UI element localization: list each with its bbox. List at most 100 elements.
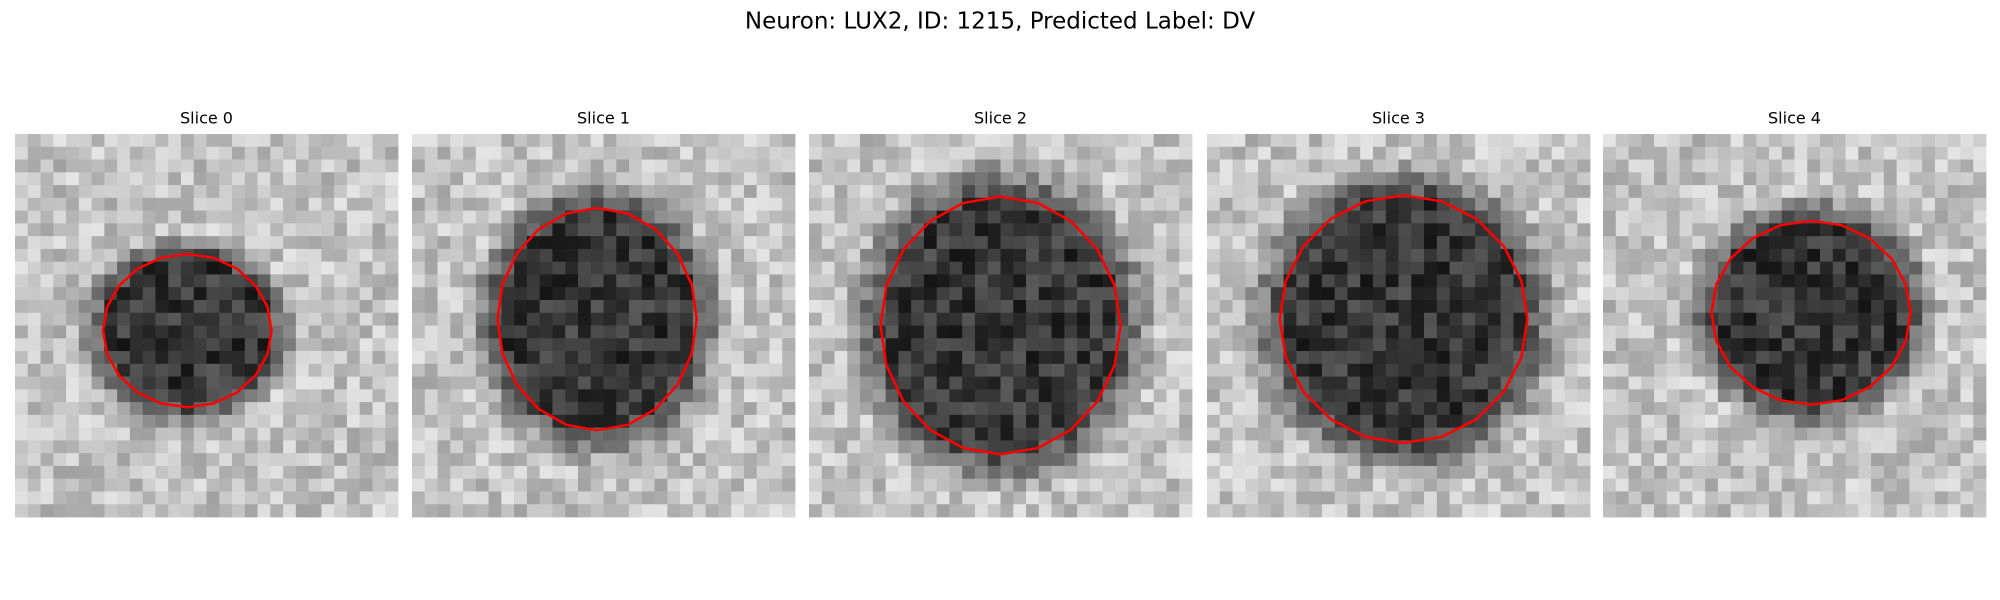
pixel (142, 159, 156, 173)
pixel (1513, 491, 1527, 505)
pixel (27, 491, 41, 505)
pixel (577, 389, 592, 403)
pixel (1232, 223, 1246, 237)
pixel (756, 146, 770, 160)
pixel (257, 261, 271, 275)
pixel (15, 465, 29, 480)
pixel (1153, 261, 1167, 275)
pixel (1296, 402, 1310, 416)
pixel (1475, 338, 1489, 352)
pixel (1475, 414, 1489, 429)
pixel (219, 210, 233, 224)
pixel (129, 491, 144, 505)
pixel (539, 491, 553, 505)
pixel (475, 465, 489, 480)
pixel (1398, 376, 1412, 390)
pixel (244, 185, 258, 199)
pixel (1896, 185, 1910, 199)
pixel (885, 453, 899, 467)
pixel (1666, 312, 1680, 326)
pixel (1000, 465, 1014, 480)
pixel (1064, 236, 1078, 250)
pixel (1526, 261, 1540, 275)
pixel (1883, 210, 1898, 224)
pixel (232, 325, 246, 339)
pixel (987, 402, 1001, 416)
pixel (565, 274, 579, 288)
pixel (437, 427, 451, 441)
pixel (501, 287, 515, 301)
pixel (1026, 223, 1040, 237)
pixel (1207, 146, 1221, 160)
pixel (616, 287, 630, 301)
pixel (1140, 402, 1155, 416)
pixel (705, 376, 719, 390)
pixel (372, 389, 386, 403)
pixel (1641, 146, 1655, 160)
pixel (821, 134, 835, 148)
pixel (629, 261, 643, 275)
pixel (1372, 134, 1387, 148)
pixel (1115, 172, 1129, 186)
pixel (1013, 261, 1027, 275)
pixel (1232, 172, 1246, 186)
pixel (1013, 146, 1027, 160)
pixel (1883, 185, 1898, 199)
pixel (1424, 146, 1438, 160)
pixel (257, 414, 271, 429)
pixel (1283, 491, 1297, 505)
pixel (1153, 453, 1167, 467)
pixel (1128, 427, 1142, 441)
pixel (1038, 159, 1052, 173)
pixel (295, 325, 310, 339)
pixel (295, 248, 310, 263)
pixel (104, 491, 118, 505)
pixel (1077, 312, 1091, 326)
pixel (539, 312, 553, 326)
pixel (872, 376, 886, 390)
pixel (1372, 172, 1387, 186)
pixel (1089, 504, 1104, 518)
pixel (1628, 172, 1642, 186)
pixel (769, 427, 783, 441)
pixel (1883, 134, 1898, 148)
pixel (809, 159, 823, 173)
pixel (1077, 376, 1091, 390)
pixel (1102, 210, 1116, 224)
pixel (1551, 427, 1565, 441)
pixel (1654, 159, 1668, 173)
pixel (1347, 491, 1361, 505)
pixel (1038, 274, 1052, 288)
pixel (321, 236, 335, 250)
pixel (295, 453, 310, 467)
pixel (27, 287, 41, 301)
pixel (821, 299, 835, 314)
pixel (270, 210, 284, 224)
pixel (475, 414, 489, 429)
pixel (692, 440, 707, 454)
pixel (412, 261, 426, 275)
pixel (1858, 427, 1872, 441)
pixel (872, 197, 886, 211)
pixel (1807, 146, 1821, 160)
pixel (1321, 210, 1336, 224)
pixel (1398, 478, 1412, 492)
pixel (1000, 351, 1014, 365)
pixel (1909, 440, 1923, 454)
pixel (1051, 299, 1065, 314)
pixel (1756, 134, 1770, 148)
pixel (1089, 376, 1104, 390)
pixel (1832, 351, 1846, 365)
pixel (385, 261, 399, 275)
pixel (180, 274, 195, 288)
pixel (1666, 376, 1680, 390)
pixel (1232, 504, 1246, 518)
pixel (962, 146, 976, 160)
pixel (372, 504, 386, 518)
pixel (1245, 210, 1259, 224)
pixel (1832, 402, 1846, 416)
pixel (1947, 402, 1961, 416)
pixel (1334, 261, 1348, 275)
pixel (1179, 223, 1193, 237)
pixel (667, 223, 681, 237)
